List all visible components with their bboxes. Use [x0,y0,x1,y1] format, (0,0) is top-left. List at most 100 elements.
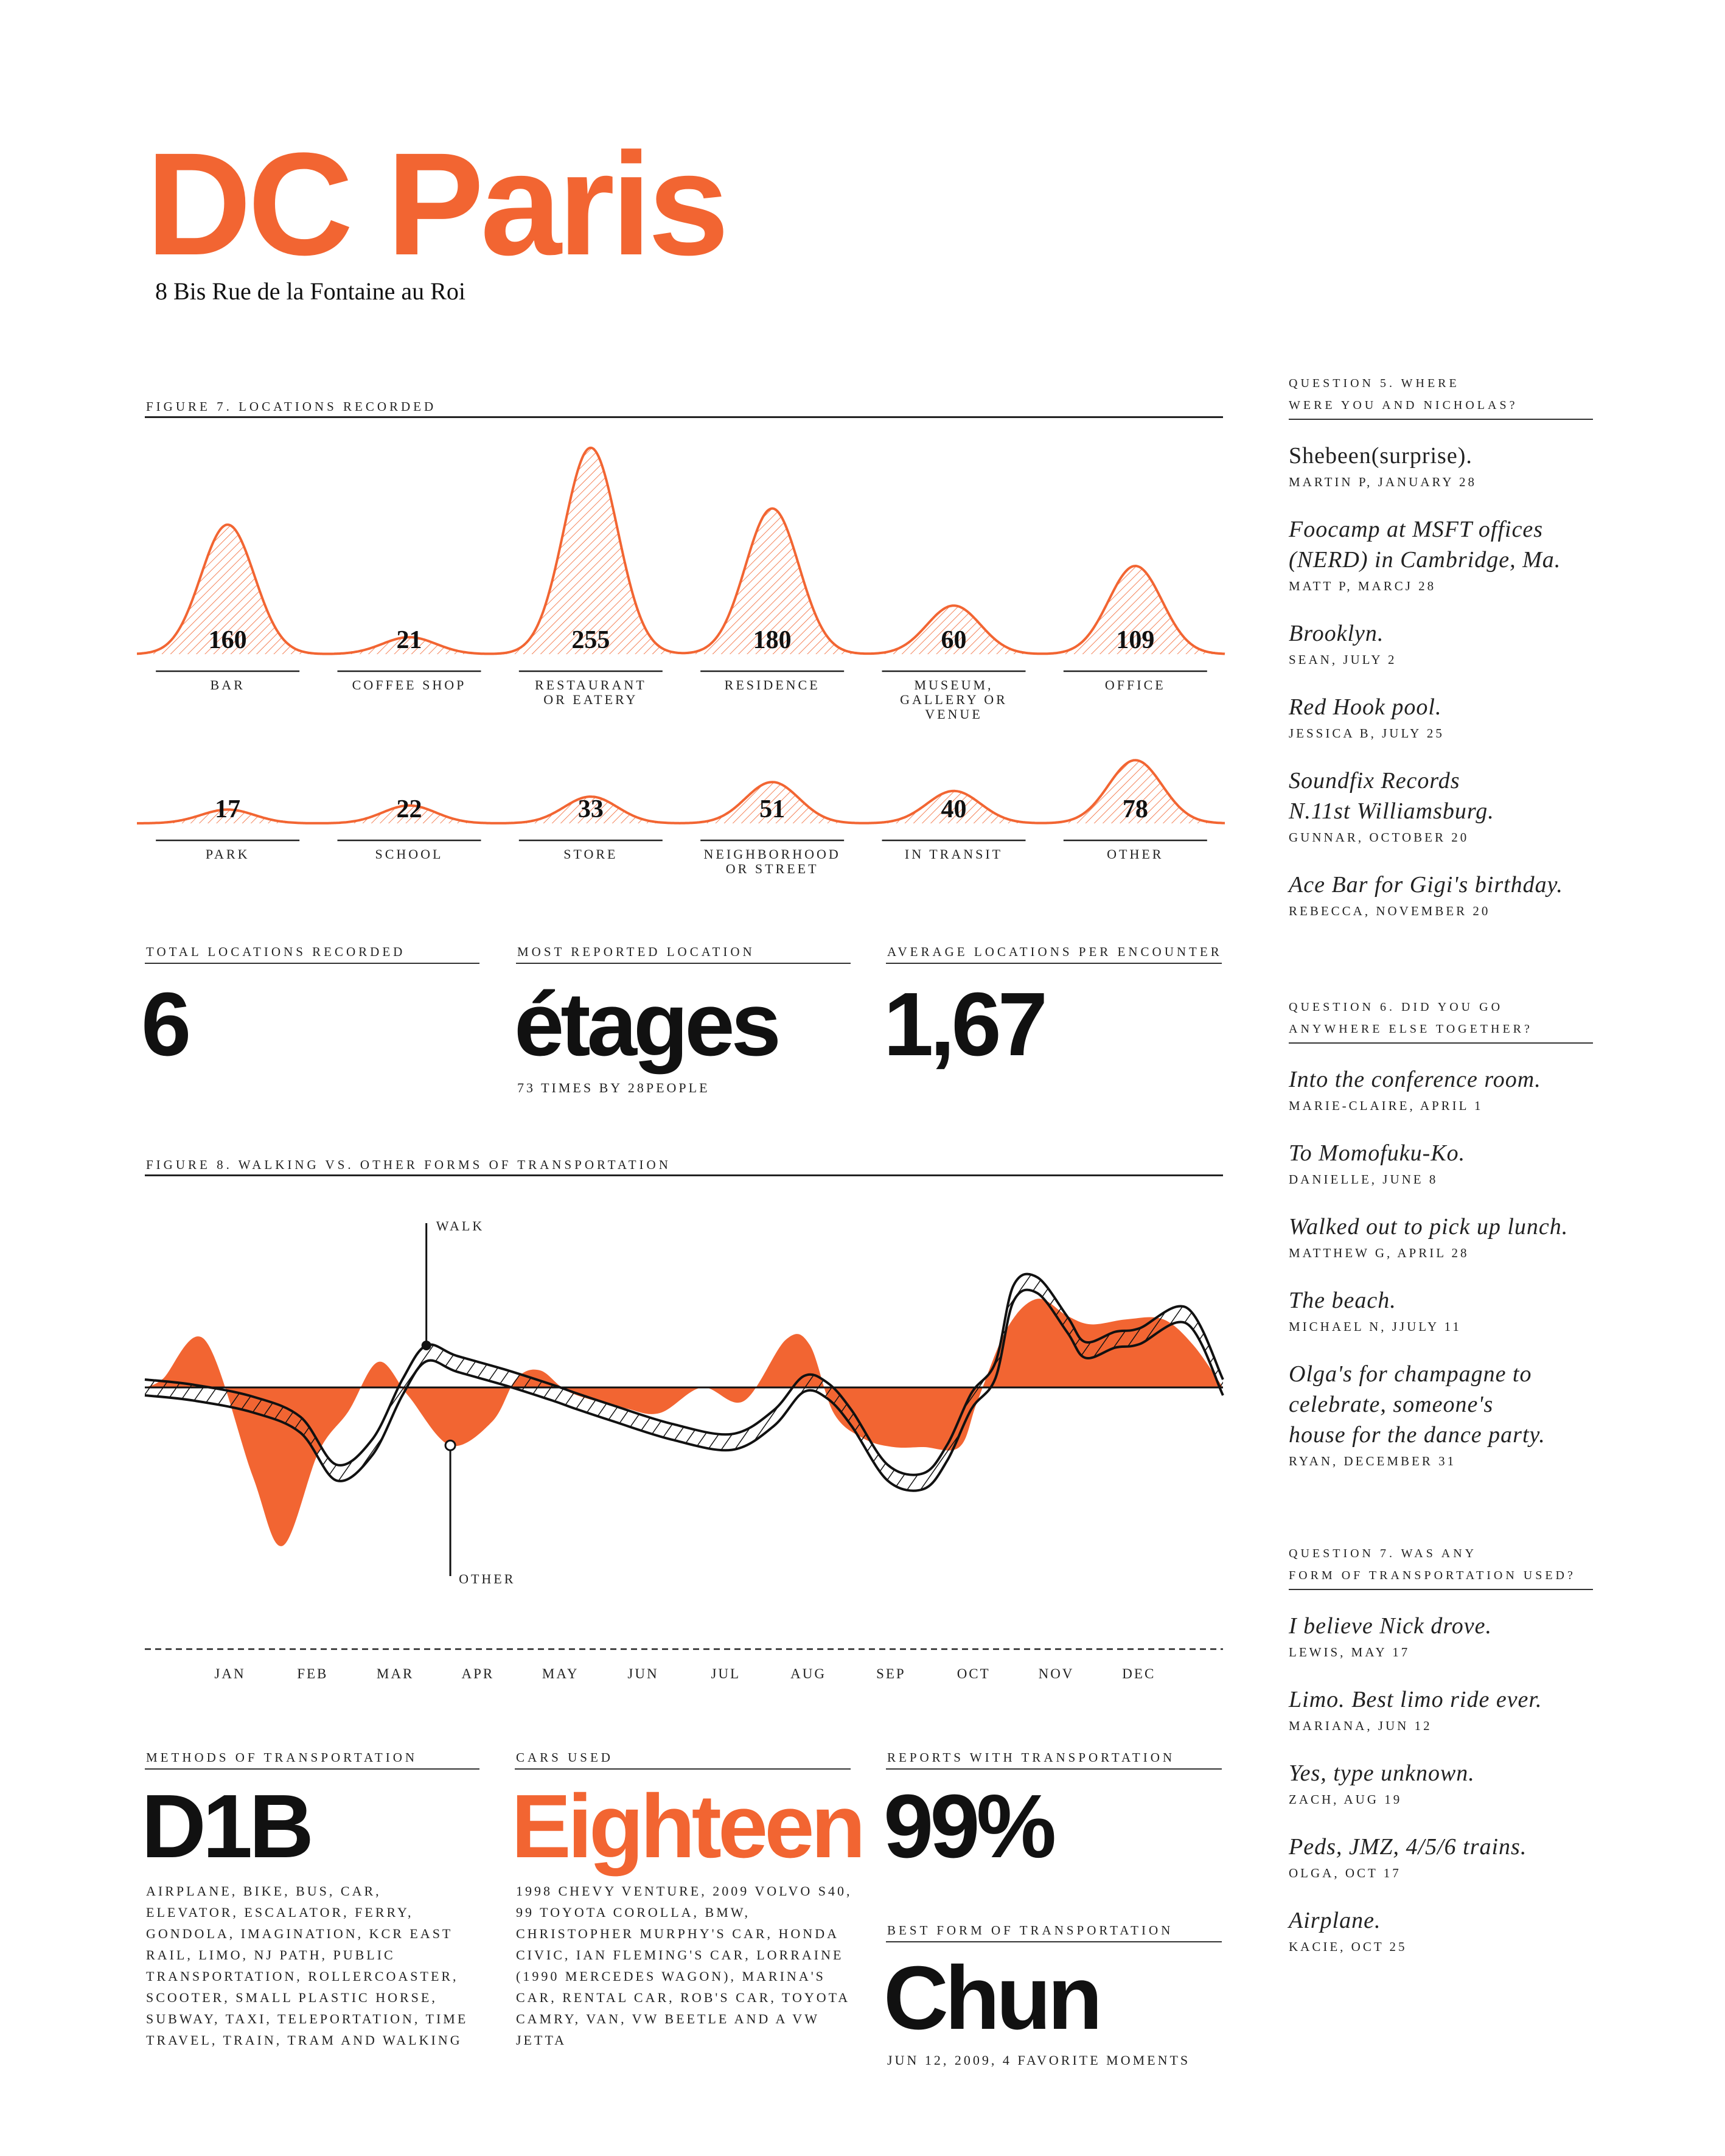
answer-text: Limo. Best limo ride ever. [1289,1687,1542,1712]
walk-label: WALK [436,1218,485,1233]
category-label: OR EATERY [543,692,638,707]
answer-item: Airplane. Kacie, Oct 25 [1289,1905,1605,1955]
methods-rule [145,1768,479,1770]
category-value-label: 180 [753,626,792,654]
total-locations-value: 6 [141,974,191,1075]
cars-label: Cars used [516,1750,613,1765]
question-heading: Question 7. Was any form of transportati… [1289,1543,1605,1586]
answer-item: Shebeen(surprise). Martin P, January 28 [1289,441,1605,490]
answer-text: To Momofuku-Ko. [1289,1140,1466,1166]
most-reported-label: Most reported location [517,944,755,959]
distribution-fill [137,447,1226,654]
answer-text: house for the dance party. [1289,1422,1546,1448]
category-value-label: 60 [941,626,967,654]
category-label: BAR [211,677,245,693]
page-title: DC Paris [146,122,729,285]
answer-text: Shebeen(surprise). [1289,443,1472,469]
question-5-block: Question 5. Where were you and Nicholas?… [1289,372,1605,943]
answer-text: (NERD) in Cambridge, Ma. [1289,547,1561,573]
answer-text: I believe Nick drove. [1289,1613,1492,1639]
total-locations-label: Total locations recorded [146,944,406,959]
question-heading-line: form of transportation used? [1289,1569,1576,1582]
average-value: 1,67 [883,974,1048,1075]
category-value-label: 255 [571,626,610,654]
category-label: RESTAURANT [535,677,647,693]
answer-item: Into the conference room. Marie-Claire, A… [1289,1064,1605,1114]
cars-note: 1998 Chevy Venture, 2009 Volvo S40, 99 T… [516,1883,852,2048]
answer-text: Yes, type unknown. [1289,1760,1475,1786]
answer-author: Olga, Oct 17 [1289,1866,1401,1880]
month-tick-label: AUG [790,1666,826,1681]
question-heading-line: Question 6. Did you go [1289,1000,1504,1014]
answer-item: Soundfix Records N.11st Williamsburg. Gunn… [1289,766,1605,845]
methods-note: airplane, bike, bus, car, elevator, esca… [146,1883,469,2048]
category-value-label: 160 [209,626,247,654]
question-rule [1289,1042,1593,1044]
month-tick-label: OCT [957,1666,991,1681]
best-value: Chun [883,1948,1103,2048]
month-tick-label: FEB [297,1666,328,1681]
transportation-chart: WALK OTHER JAN FEB MAR APR MAY JUN JUL AUG SEP OCT N… [144,1218,1224,1681]
answer-author: Zach, Aug 19 [1289,1792,1403,1807]
answer-author: Rebecca, November 20 [1289,904,1491,918]
answer-text: Olga's for champagne to [1289,1361,1532,1387]
answer-item: Ace Bar for Gigi's birthday. Rebecca, Nov… [1289,870,1605,919]
answer-text: Into the conference room. [1289,1067,1541,1092]
month-tick-label: MAY [542,1666,579,1681]
answer-text: celebrate, someone's [1289,1392,1494,1417]
category-value-label: 78 [1123,795,1148,823]
question-6-block: Question 6. Did you go anywhere else tog… [1289,996,1605,1493]
category-label: OFFICE [1105,677,1166,693]
month-tick-label: JAN [214,1666,245,1681]
question-heading-line: Question 7. Was any [1289,1547,1477,1560]
answer-author: Danielle, June 8 [1289,1172,1438,1187]
total-locations-rule [145,963,479,964]
answer-text: Foocamp at MSFT offices [1289,517,1544,542]
walk-line [144,1288,1224,1492]
category-label: NEIGHBORHOOD [704,846,841,862]
category-value-label: 109 [1116,626,1154,654]
walk-marker [421,1341,431,1350]
answer-text: Brooklyn. [1289,621,1384,646]
cars-rule [515,1768,851,1770]
category-label: OTHER [1107,846,1163,862]
category-label: OR STREET [726,861,819,876]
answer-text: Walked out to pick up lunch. [1289,1214,1569,1240]
category-value-label: 17 [215,795,240,823]
other-area [145,1299,1223,1546]
question-heading-line: were you and Nicholas? [1289,399,1518,412]
question-heading: Question 6. Did you go anywhere else tog… [1289,996,1605,1040]
walk-band [145,1274,1223,1491]
answer-author: Matt P, Marcj 28 [1289,579,1437,593]
answer-author: Gunnar, October 20 [1289,830,1469,845]
best-label: Best form of transportation [887,1923,1174,1938]
most-reported-rule [516,963,851,964]
answer-item: Brooklyn. Sean, July 2 [1289,618,1605,668]
question-rule [1289,1589,1593,1590]
best-note: Jun 12, 2009, 4 favorite moments [887,2053,1191,2068]
cars-value: Eighteen [511,1776,866,1877]
answer-text: Soundfix Records [1289,768,1460,794]
month-tick-label: JUN [627,1666,658,1681]
category-label: RESIDENCE [725,677,820,693]
month-tick-label: SEP [876,1666,906,1681]
question-7-block: Question 7. Was any form of transportati… [1289,1543,1605,1979]
distribution-line [136,446,1225,655]
answer-item: The beach. Michael N, Jjuly 11 [1289,1285,1605,1334]
answer-author: Martin P, January 28 [1289,475,1477,489]
month-tick-label: DEC [1122,1666,1155,1681]
distribution-line [137,759,1225,825]
page-subtitle: 8 Bis Rue de la Fontaine au Roi [155,277,465,305]
answer-author: Mariana, Jun 12 [1289,1718,1432,1733]
walk-line [144,1272,1224,1476]
answer-author: Michael N, Jjuly 11 [1289,1319,1462,1334]
other-marker [444,1439,456,1451]
most-reported-note: 73 times by 28people [517,1080,710,1095]
average-rule [886,963,1222,964]
answer-text: Ace Bar for Gigi's birthday. [1289,872,1563,898]
category-value-label: 33 [578,795,604,823]
month-tick-label: APR [462,1666,495,1681]
category-label: IN TRANSIT [905,846,1003,862]
answer-text: The beach. [1289,1288,1396,1313]
answer-author: Kacie, Oct 25 [1289,1939,1407,1954]
